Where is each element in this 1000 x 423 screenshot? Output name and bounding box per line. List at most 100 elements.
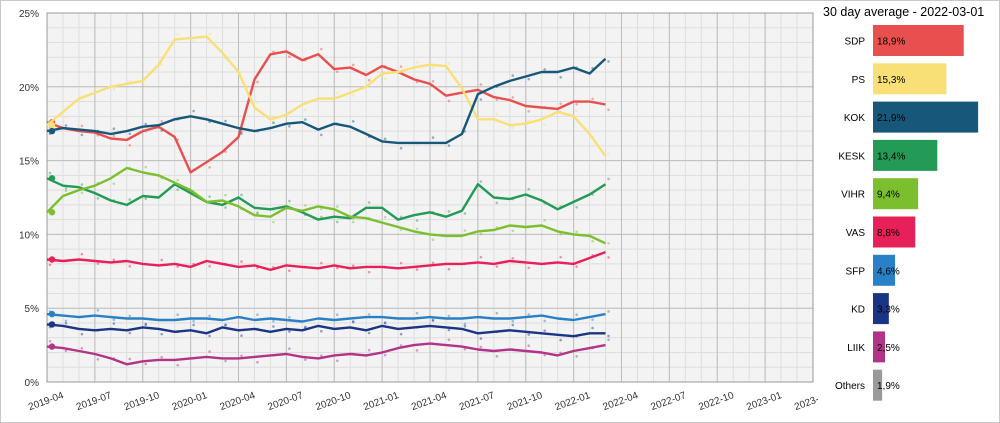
poll-point (463, 229, 467, 232)
poll-point (224, 119, 227, 123)
poll-point (415, 268, 419, 271)
poll-point (335, 220, 339, 224)
poll-point (64, 187, 68, 190)
bar-value-label: 15,3% (877, 75, 905, 86)
y-tick-label: 20% (19, 83, 39, 94)
poll-point (272, 50, 275, 53)
bar-label: SFP (846, 266, 866, 277)
poll-point (543, 329, 547, 332)
poll-point (447, 99, 451, 103)
poll-point (351, 220, 355, 224)
poll-point (64, 124, 68, 127)
poll-point (607, 60, 610, 63)
bar (873, 25, 964, 56)
poll-point (319, 261, 323, 265)
poll-point (192, 194, 195, 197)
poll-point (335, 205, 339, 208)
poll-point (256, 313, 259, 316)
poll-point (224, 323, 227, 327)
poll-point (399, 65, 403, 69)
series-vas (46, 250, 610, 274)
series-kok (46, 57, 610, 150)
poll-point (607, 241, 610, 245)
poll-point (399, 332, 403, 336)
bar-value-label: 9,4% (877, 190, 900, 201)
poll-point (64, 319, 68, 323)
poll-point (319, 207, 323, 211)
poll-point (160, 129, 164, 132)
poll-point (575, 109, 578, 113)
bar-value-label: 4,6% (877, 266, 900, 277)
poll-point (240, 354, 243, 358)
poll-point (304, 118, 307, 121)
series-start-marker (48, 127, 56, 135)
poll-point (479, 83, 483, 86)
poll-point (447, 62, 451, 65)
poll-point (144, 323, 148, 327)
x-tick-label: 2023-04 (793, 390, 818, 413)
poll-point (96, 357, 100, 361)
bar-row-liik: LIIK 2,5% (847, 331, 900, 363)
bar-row-kesk: KESK 13,4% (838, 139, 938, 171)
bar-row-ps: PS 15,3% (852, 63, 947, 95)
poll-point (176, 265, 179, 268)
poll-point (288, 316, 291, 319)
poll-point (192, 319, 195, 323)
poll-point (527, 266, 531, 270)
series-line (46, 166, 607, 245)
poll-point (431, 66, 435, 69)
poll-point (335, 359, 339, 363)
poll-point (415, 311, 419, 315)
poll-point (288, 55, 291, 58)
poll-point (112, 258, 116, 262)
poll-point (351, 120, 355, 123)
poll-point (160, 258, 164, 262)
poll-point (160, 120, 164, 123)
series-start-marker (48, 121, 56, 129)
poll-point (176, 363, 179, 367)
x-tick-label: 2022-04 (602, 390, 641, 413)
poll-point (575, 102, 578, 106)
x-tick-label: 2021-10 (506, 390, 545, 413)
bar (873, 331, 885, 363)
poll-point (128, 79, 132, 83)
x-tick-label: 2021-07 (458, 390, 497, 413)
poll-point (272, 319, 275, 323)
poll-point (192, 109, 195, 113)
series-start-marker (48, 343, 56, 350)
series-ps (46, 32, 610, 157)
x-tick-label: 2021-01 (362, 390, 401, 413)
poll-point (335, 313, 339, 316)
poll-point (495, 201, 499, 205)
bar-value-label: 1,9% (877, 381, 900, 392)
series-line (46, 57, 607, 145)
poll-point (288, 269, 291, 273)
average-bar-panel: 30 day average - 2022-03-01 SDP 18,9% PS 15,… (823, 5, 984, 401)
poll-point (176, 313, 179, 316)
poll-point (527, 110, 531, 113)
poll-point (240, 193, 243, 197)
poll-point (415, 349, 419, 352)
poll-point (527, 187, 531, 191)
x-tick-label: 2020-01 (171, 390, 210, 413)
series-line (46, 342, 606, 366)
poll-point (511, 257, 515, 260)
bar-label: SDP (844, 37, 865, 48)
bar-value-label: 3,3% (877, 305, 900, 316)
poll-point (319, 215, 323, 219)
poll-point (144, 165, 148, 169)
poll-point (288, 347, 291, 350)
poll-point (479, 337, 483, 340)
poll-point (479, 180, 483, 183)
poll-point (128, 314, 132, 318)
poll-point (447, 338, 451, 342)
poll-point (128, 198, 132, 201)
series-kd (46, 319, 610, 342)
poll-point (431, 79, 435, 83)
bar (873, 293, 889, 325)
poll-point (256, 211, 259, 214)
bar-label: PS (852, 75, 866, 86)
poll-point (64, 321, 68, 325)
poll-point (64, 189, 68, 193)
poll-point (511, 323, 515, 327)
